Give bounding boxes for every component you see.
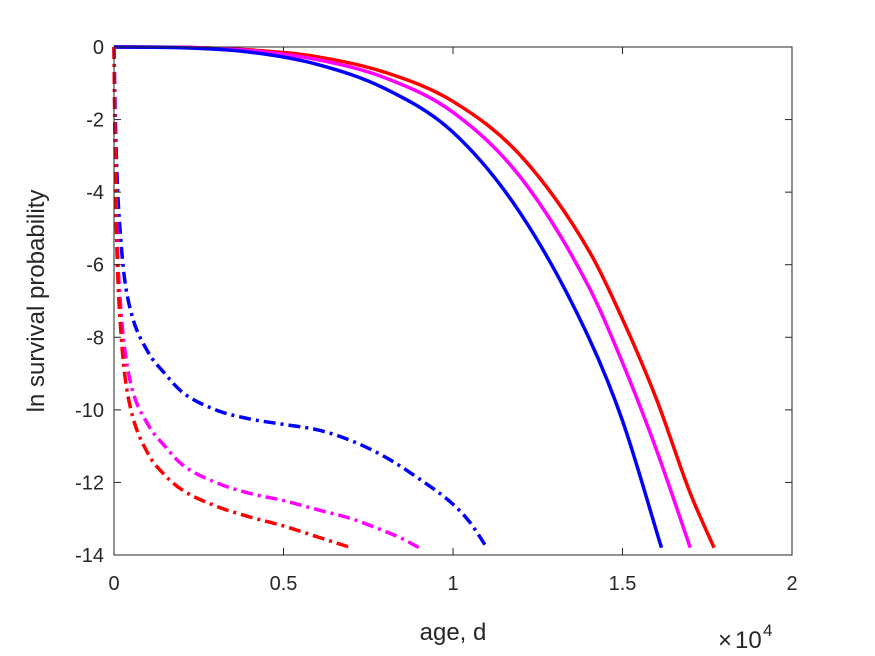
x-axis-exponent: × 10 4 <box>718 621 772 654</box>
y-tick-label: -6 <box>86 255 104 277</box>
y-tick-label: -4 <box>86 182 104 204</box>
y-tick-label: -8 <box>86 327 104 349</box>
ticks-layer: 0 0.5 1 1.5 2 0 -2 -4 -6 -8 -10 -12 -14 <box>75 37 797 595</box>
y-tick-label: -2 <box>86 110 104 132</box>
x-axis-label: age, d <box>420 619 487 646</box>
plot-frame <box>113 46 793 556</box>
y-tick-label: 0 <box>93 37 104 59</box>
x-tick-label: 1 <box>447 573 458 595</box>
svg-text:×: × <box>718 627 732 654</box>
x-tick-label: 0.5 <box>270 573 298 595</box>
series-line-4-dashdot <box>112 46 489 549</box>
series-line-6-dashdot <box>112 46 352 550</box>
y-tick-label: -10 <box>75 400 104 422</box>
series-line-2-solid <box>113 45 692 549</box>
x-tick-label: 2 <box>786 573 797 595</box>
x-tick-label: 1.5 <box>609 573 637 595</box>
series-layer <box>112 45 716 550</box>
series-line-1-solid <box>113 45 716 549</box>
y-axis-label: ln survival probability <box>23 190 50 413</box>
series-line-5-dashdot <box>112 46 420 550</box>
y-tick-label: -12 <box>75 472 104 494</box>
exponent-base: 10 <box>735 627 762 654</box>
exponent-power: 4 <box>763 621 772 640</box>
x-tick-label: 0 <box>108 573 119 595</box>
y-tick-label: -14 <box>75 545 104 567</box>
series-line-3-solid <box>113 45 664 549</box>
